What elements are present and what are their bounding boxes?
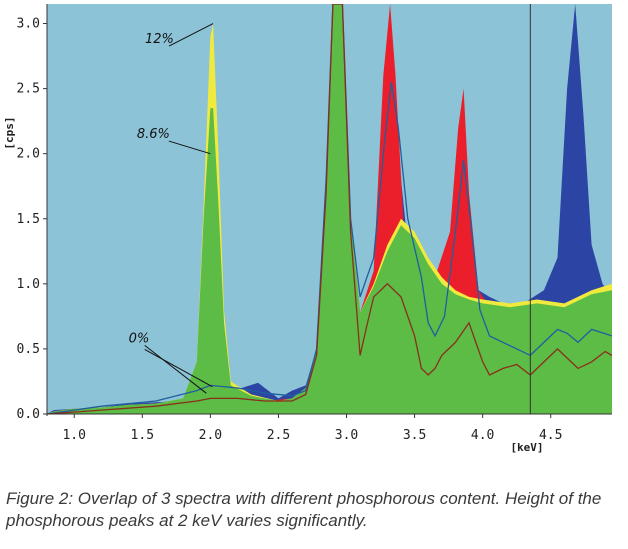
y-tick-label: 1.0 (17, 277, 40, 292)
y-axis-unit-label: [cps] (3, 116, 16, 149)
series-area-eight-point-six-percent (47, 4, 612, 414)
y-tick-label: 3.0 (17, 17, 40, 32)
x-tick-label: 1.5 (131, 428, 154, 443)
y-tick-label: 1.5 (17, 212, 40, 227)
annotation-leader-line (168, 23, 214, 47)
x-tick-label: 2.0 (199, 428, 222, 443)
x-tick-label: 1.0 (62, 428, 85, 443)
x-tick-label: 3.5 (403, 428, 426, 443)
x-tick-label: 4.0 (471, 428, 494, 443)
spectrum-line-2 (47, 4, 612, 414)
x-tick-label: 3.0 (335, 428, 358, 443)
y-tick-label: 0.0 (17, 407, 40, 422)
annotation-leader-line (144, 345, 207, 394)
y-tick-label: 2.0 (17, 147, 40, 162)
x-tick-label: 4.5 (539, 428, 562, 443)
spectrum-line-1 (47, 4, 612, 414)
spectrum-chart: 0.0 0.5 1.0 1.5 2.0 2.5 3.0 1.0 1.5 2.0 2.5 3.0 3.5 4… (3, 4, 612, 454)
annotation-leader-line (168, 140, 211, 155)
y-tick-label: 2.5 (17, 82, 40, 97)
annotation-label: 8.6% (137, 127, 170, 142)
annotation-leader-line (144, 348, 213, 388)
annotation-label: 12% (145, 32, 174, 47)
y-tick-label: 0.5 (17, 342, 40, 357)
x-axis-unit-label: [keV] (510, 441, 543, 454)
x-tick-label: 2.5 (267, 428, 290, 443)
spectrum-figure: 0.0 0.5 1.0 1.5 2.0 2.5 3.0 1.0 1.5 2.0 2.5 3.0 3.5 4… (3, 4, 612, 454)
figure-caption: Figure 2: Overlap of 3 spectra with diff… (6, 489, 602, 530)
annotation-label: 0% (129, 331, 150, 346)
